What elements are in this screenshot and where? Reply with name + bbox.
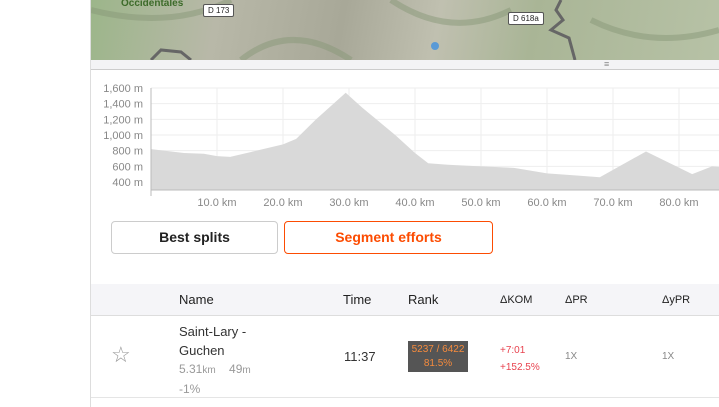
elevation-chart: 400 m 600 m 800 m 1,000 m 1,200 m 1,400 m 1,60… (103, 83, 719, 209)
y-tick-label: 600 m (112, 161, 143, 173)
map-terrain (91, 0, 719, 60)
col-dkom[interactable]: ΔKOM (500, 294, 533, 306)
table-row: ☆ Saint-Lary - Guchen 5.31km 49m -1% 11:… (91, 316, 719, 398)
x-tick-label: 70.0 km (593, 197, 632, 209)
x-tick-label: 10.0 km (197, 197, 236, 209)
segment-efforts-button[interactable]: Segment efforts (284, 221, 493, 254)
col-rank[interactable]: Rank (408, 292, 439, 307)
y-tick-label: 1,000 m (103, 130, 143, 142)
x-tick-label: 30.0 km (329, 197, 368, 209)
rank: 5237 / 6422 (411, 344, 465, 355)
divider (90, 0, 91, 407)
segment-name[interactable]: Saint-Lary - Guchen (179, 324, 247, 358)
elevation-unit: m (242, 365, 251, 376)
elevation: 49 (229, 362, 243, 376)
elevation-area (151, 92, 719, 190)
x-tick-label: 80.0 km (659, 197, 698, 209)
map-label: Occidentales (121, 0, 184, 9)
best-splits-button[interactable]: Best splits (111, 221, 278, 254)
dkom-pct: +152.5% (500, 362, 540, 373)
map[interactable]: Occidentales D 173 D 618a (91, 0, 719, 60)
y-tick-label: 1,200 m (103, 114, 143, 126)
x-tick-label: 50.0 km (461, 197, 500, 209)
percentile: 81.5% (423, 358, 453, 369)
col-name[interactable]: Name (179, 292, 214, 307)
star-icon[interactable]: ☆ (111, 342, 131, 367)
dypr: 1X (662, 351, 675, 362)
distance: 5.31 (179, 362, 203, 376)
rank-badge: 5237 / 6422 81.5% (408, 341, 468, 372)
col-time[interactable]: Time (343, 292, 372, 307)
resize-handle[interactable]: ≡ (91, 60, 719, 70)
road-label: D 618a (508, 12, 544, 25)
table-header: Name Time Rank ΔKOM ΔPR ΔyPR (91, 284, 719, 316)
col-dpr[interactable]: ΔPR (565, 294, 588, 306)
dkom-time: +7:01 (500, 345, 526, 356)
road-label: D 173 (203, 4, 235, 17)
y-tick-label: 400 m (112, 177, 143, 189)
x-tick-label: 40.0 km (395, 197, 434, 209)
y-tick-label: 1,600 m (103, 83, 143, 95)
distance-unit: km (202, 365, 216, 376)
time: 11:37 (344, 349, 376, 364)
dpr: 1X (565, 351, 578, 362)
x-tick-label: 60.0 km (527, 197, 566, 209)
x-tick-label: 20.0 km (263, 197, 302, 209)
y-tick-label: 1,400 m (103, 99, 143, 111)
col-dypr[interactable]: ΔyPR (662, 294, 691, 306)
grade: -1% (179, 382, 201, 396)
drag-handle-icon: ≡ (604, 59, 610, 69)
y-tick-label: 800 m (112, 146, 143, 158)
